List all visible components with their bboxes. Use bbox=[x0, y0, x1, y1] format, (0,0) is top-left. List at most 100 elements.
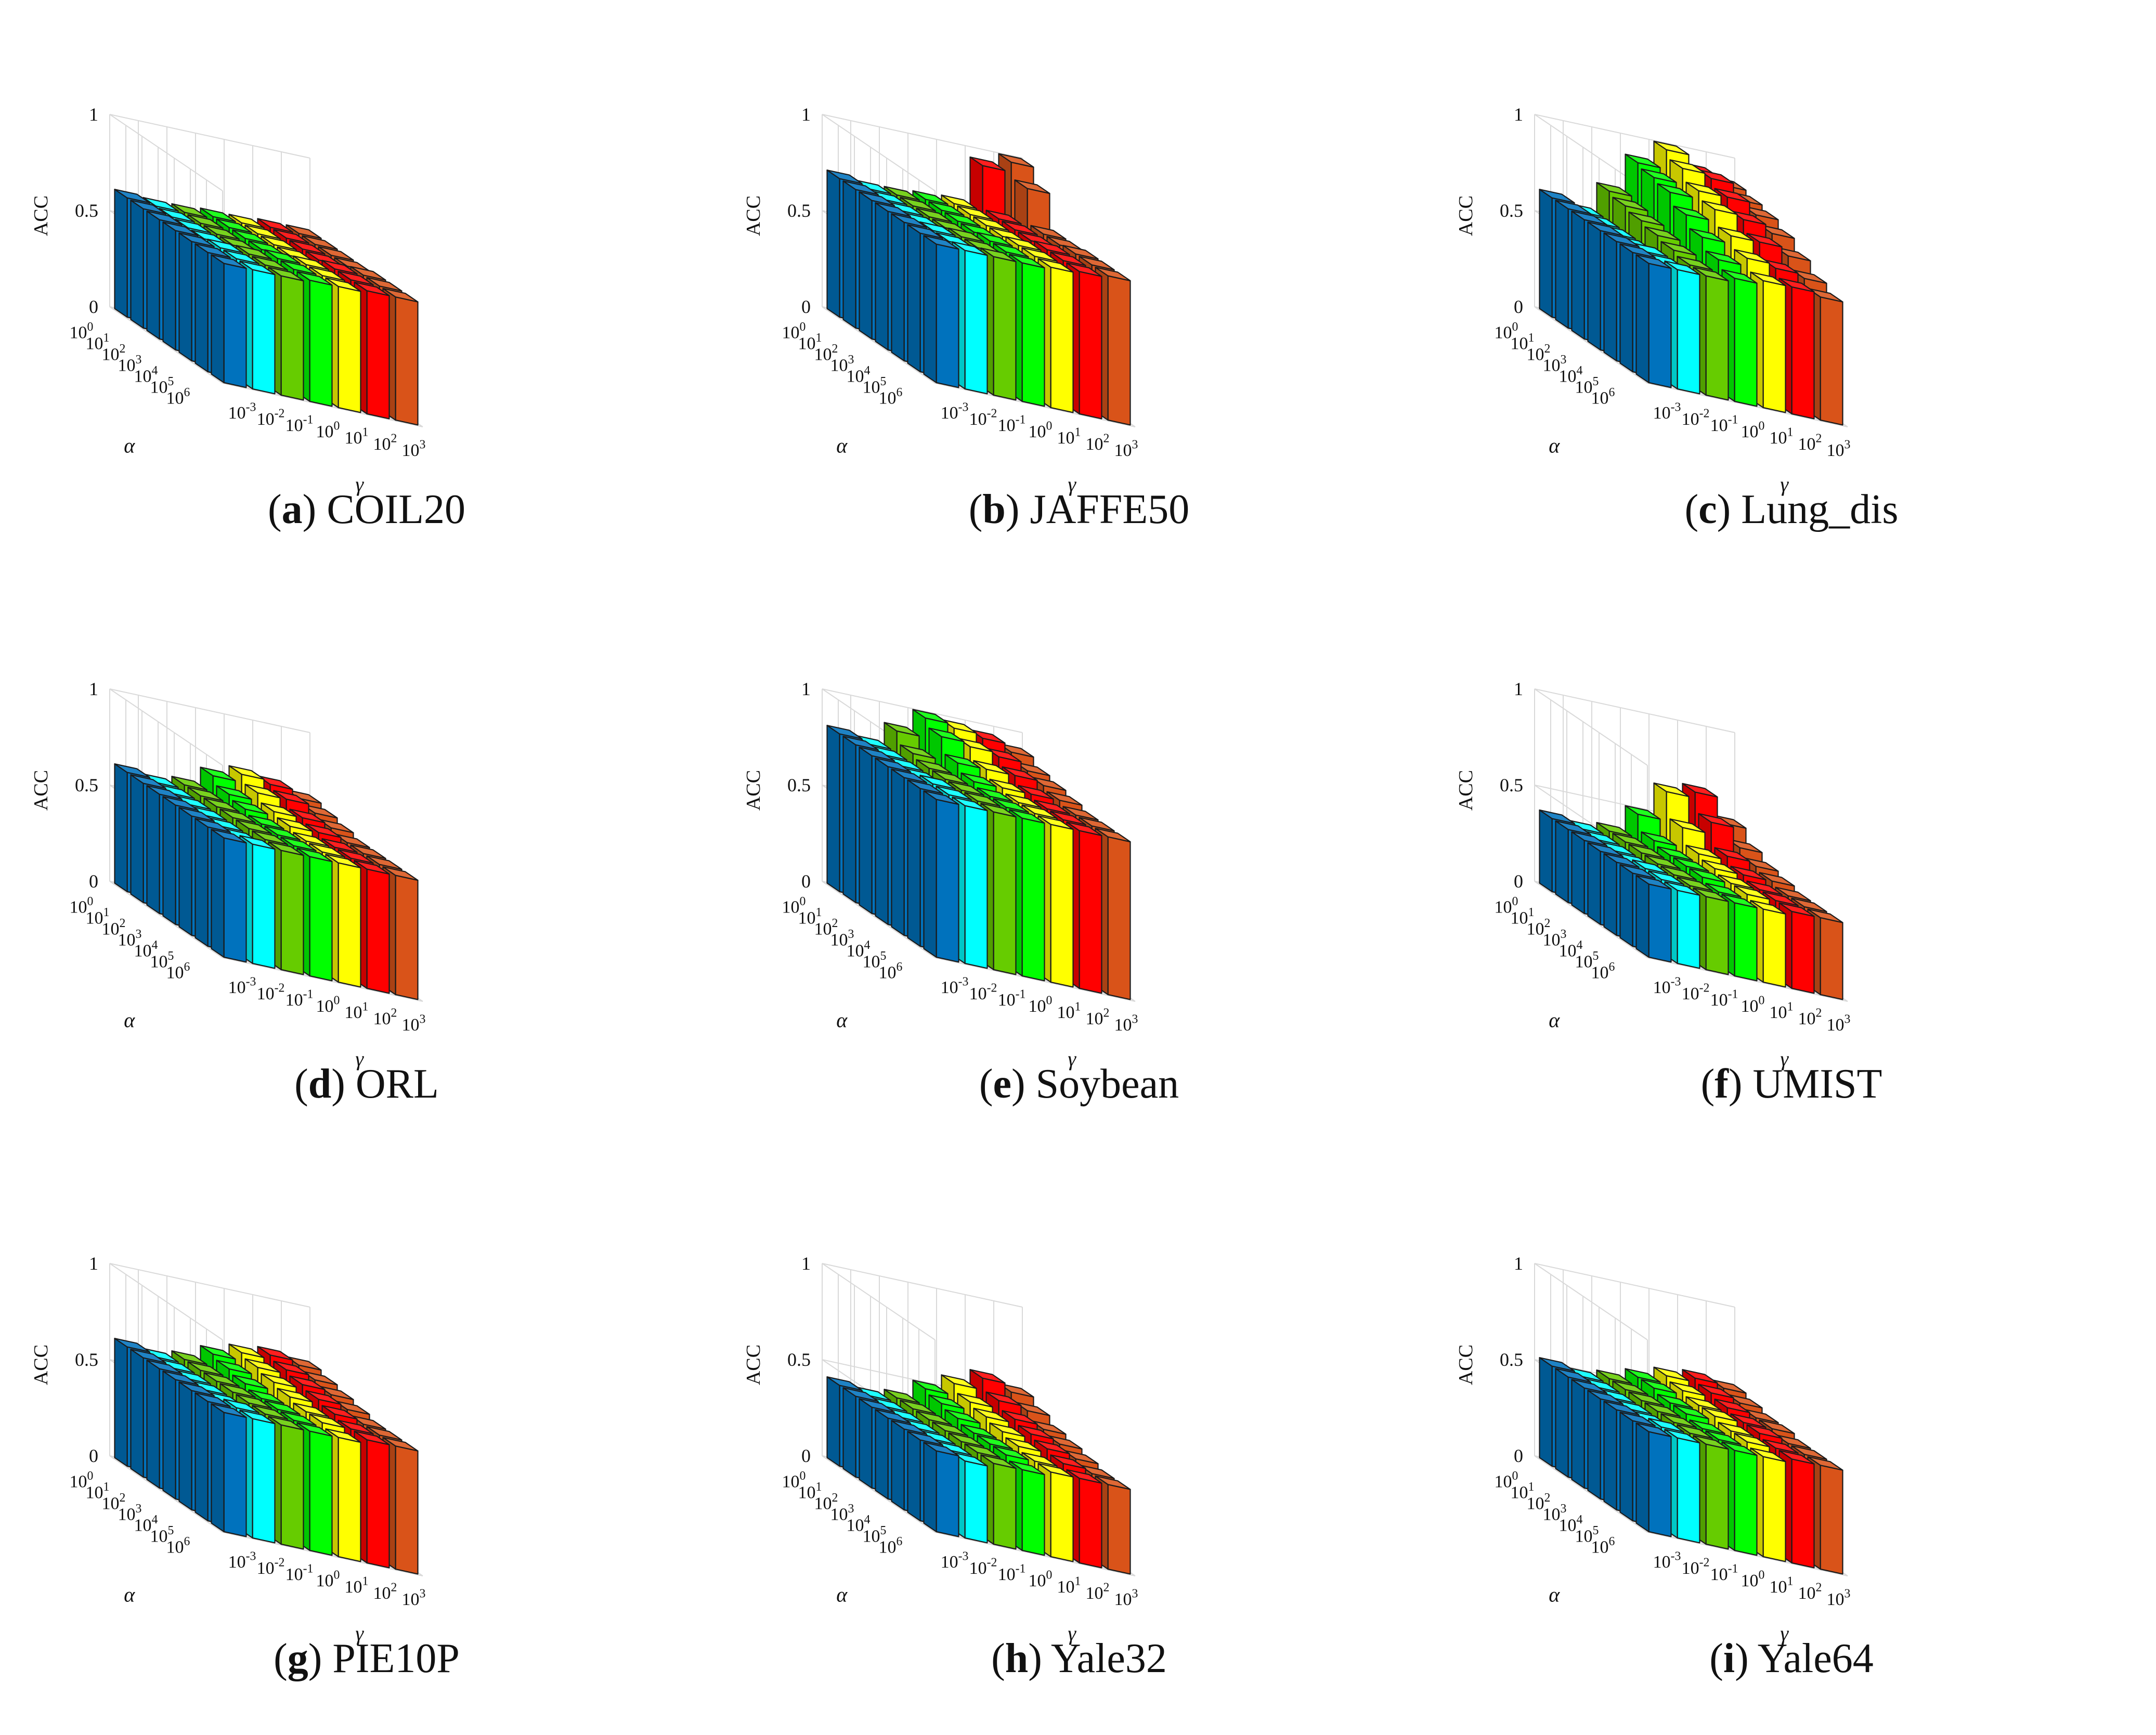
bar-top-face bbox=[130, 200, 166, 215]
bar-front-face bbox=[1791, 1458, 1815, 1569]
bar-10^6-10^-3 bbox=[211, 829, 247, 963]
bar-top-face bbox=[1002, 766, 1038, 781]
bar-side-face bbox=[1635, 875, 1650, 958]
z-tick-label: 1 bbox=[801, 679, 811, 699]
bar-top-face bbox=[960, 1424, 997, 1439]
bar-top-face bbox=[826, 169, 863, 185]
bar-top-face bbox=[1050, 1454, 1086, 1469]
alpha-tick-label: 103 bbox=[830, 1502, 854, 1524]
bar-top-face bbox=[941, 1374, 977, 1389]
alpha-tick-label: 101 bbox=[798, 906, 822, 928]
bar-top-face bbox=[1791, 897, 1827, 912]
z-axis-label: ACC bbox=[743, 770, 764, 811]
bar-top-face bbox=[252, 830, 288, 845]
bar-top-face bbox=[1653, 140, 1690, 155]
bar-top-face bbox=[842, 1387, 879, 1402]
bar-front-face bbox=[1791, 286, 1815, 420]
bar-top-face bbox=[1730, 866, 1767, 881]
alpha-tick-label: 102 bbox=[814, 342, 838, 364]
bar-top-face bbox=[1644, 854, 1681, 869]
bar-top-face bbox=[200, 766, 236, 781]
bar-top-face bbox=[236, 819, 272, 834]
bar-top-face bbox=[957, 205, 993, 220]
chart-3d-bars: 00.51ACC100101102103104105106α10-310-210… bbox=[1455, 104, 1850, 496]
bar-top-face bbox=[354, 1430, 390, 1445]
bar-front-face bbox=[223, 837, 247, 963]
bar-top-face bbox=[952, 797, 988, 812]
bar-front-face bbox=[1734, 902, 1758, 982]
gamma-tick-label: 102 bbox=[373, 1007, 397, 1028]
bar-top-face bbox=[1721, 269, 1758, 284]
alpha-tick-label: 102 bbox=[102, 917, 126, 938]
gamma-axis-label: γ bbox=[1068, 473, 1076, 496]
bar-top-face bbox=[162, 221, 199, 237]
bar-top-face bbox=[928, 727, 965, 742]
bar-top-face bbox=[952, 241, 988, 256]
bar-top-face bbox=[142, 197, 179, 212]
alpha-tick-label: 106 bbox=[1591, 1535, 1615, 1557]
bar-top-face bbox=[114, 763, 150, 778]
bar-top-face bbox=[891, 1420, 927, 1435]
bar-top-face bbox=[1030, 225, 1067, 240]
chart-3d-bars: 00.51ACC100101102103104105106α10-310-210… bbox=[743, 1253, 1138, 1645]
gamma-tick-label: 102 bbox=[373, 432, 397, 454]
bar-front-face bbox=[1762, 280, 1786, 413]
z-tick-label: 0 bbox=[801, 1445, 811, 1466]
bar-top-face bbox=[989, 1422, 1025, 1437]
bar-top-face bbox=[1664, 1429, 1700, 1444]
bar-top-face bbox=[1759, 872, 1795, 887]
alpha-axis-label: α bbox=[836, 1008, 848, 1032]
bar-top-face bbox=[207, 239, 243, 254]
bar-front-face bbox=[309, 1430, 333, 1556]
bar-front-face bbox=[366, 1439, 390, 1569]
grid-line-floor bbox=[1534, 881, 1648, 958]
bar-side-face bbox=[1635, 1423, 1650, 1533]
z-tick-label: 0.5 bbox=[787, 200, 811, 221]
bar-top-face bbox=[309, 1413, 345, 1428]
bar-top-face bbox=[1721, 1441, 1758, 1456]
gamma-tick-label: 10-2 bbox=[969, 982, 997, 1003]
bar-top-face bbox=[261, 236, 297, 251]
grid-line-floor bbox=[109, 1455, 223, 1533]
bar-top-face bbox=[1066, 1469, 1102, 1484]
gamma-tick-label: 10-1 bbox=[998, 988, 1026, 1010]
bar-top-face bbox=[1693, 267, 1729, 282]
alpha-axis-label: α bbox=[1549, 1008, 1560, 1032]
bar-front-face bbox=[1079, 271, 1102, 420]
grid-line-floor bbox=[934, 957, 1136, 1002]
bar-top-face bbox=[257, 218, 293, 233]
bar-top-face bbox=[1746, 1424, 1783, 1439]
gamma-axis-label: γ bbox=[1780, 1047, 1789, 1071]
bar-top-face bbox=[232, 1374, 268, 1389]
bar-top-face bbox=[1689, 868, 1725, 883]
z-tick-label: 1 bbox=[1514, 679, 1523, 699]
gamma-axis-label: γ bbox=[1068, 1047, 1076, 1071]
bar-top-face bbox=[1625, 805, 1661, 820]
bar-top-face bbox=[302, 235, 338, 250]
bar-top-face bbox=[1762, 891, 1799, 906]
bar-front-face bbox=[1021, 817, 1045, 982]
bar-top-face bbox=[1009, 254, 1045, 269]
bar-top-face bbox=[1596, 1369, 1632, 1385]
bar-top-face bbox=[980, 247, 1017, 263]
bar-top-face bbox=[1702, 859, 1738, 875]
bar-top-face bbox=[289, 1375, 326, 1390]
bar-top-face bbox=[1718, 874, 1754, 889]
bar-top-face bbox=[1034, 240, 1070, 255]
alpha-tick-label: 101 bbox=[1511, 1480, 1535, 1502]
bar-top-face bbox=[1612, 1380, 1648, 1395]
bar-top-face bbox=[985, 748, 1022, 763]
gamma-tick-label: 101 bbox=[1770, 426, 1794, 448]
bar-10^6-10^-3 bbox=[923, 235, 959, 388]
bar-top-face bbox=[277, 1388, 313, 1403]
bar-top-face bbox=[973, 760, 1009, 775]
bars bbox=[826, 709, 1131, 1000]
bar-top-face bbox=[1641, 831, 1677, 846]
bar-top-face bbox=[1714, 188, 1750, 203]
bar-front-face bbox=[1762, 908, 1786, 988]
z-axis-label: ACC bbox=[1455, 770, 1477, 811]
alpha-tick-label: 100 bbox=[782, 895, 806, 917]
bar-top-face bbox=[907, 224, 943, 239]
bar-top-face bbox=[261, 1373, 297, 1388]
caption-dataset-name: JAFFE50 bbox=[1030, 487, 1190, 532]
